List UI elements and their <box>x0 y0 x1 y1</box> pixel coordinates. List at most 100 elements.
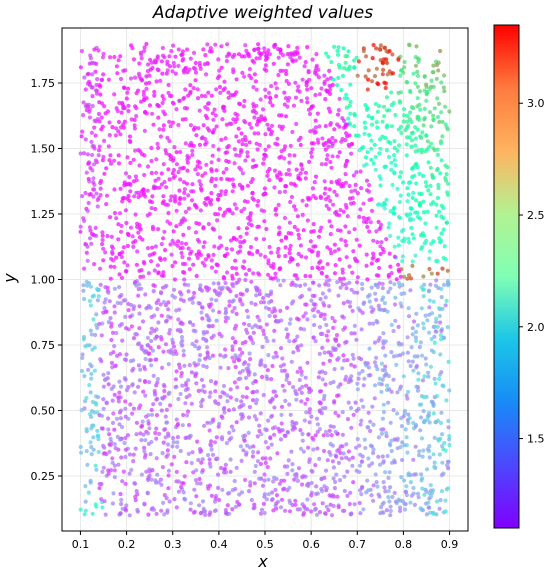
scatter-point <box>141 274 146 279</box>
scatter-point <box>432 460 437 465</box>
scatter-point <box>388 264 393 269</box>
scatter-point <box>278 172 283 177</box>
scatter-point <box>270 490 275 495</box>
scatter-point <box>250 325 255 330</box>
scatter-point <box>300 198 305 203</box>
scatter-point <box>97 148 102 153</box>
scatter-point <box>400 282 405 288</box>
scatter-point <box>234 77 239 82</box>
scatter-point <box>303 311 308 316</box>
scatter-point <box>371 447 376 452</box>
scatter-point <box>248 217 253 223</box>
scatter-point <box>275 46 281 52</box>
scatter-point <box>282 156 287 161</box>
scatter-point <box>146 431 151 436</box>
scatter-point <box>263 460 268 465</box>
scatter-point <box>349 362 354 367</box>
scatter-point <box>404 125 409 130</box>
scatter-point <box>181 270 186 275</box>
scatter-point <box>106 471 111 476</box>
scatter-point <box>143 393 148 398</box>
scatter-point <box>130 368 135 373</box>
scatter-point <box>249 180 254 185</box>
scatter-point <box>431 403 436 408</box>
scatter-point <box>422 282 427 287</box>
scatter-point <box>201 123 206 128</box>
scatter-point <box>101 310 106 315</box>
scatter-point <box>282 433 287 438</box>
scatter-point <box>365 224 370 230</box>
scatter-point <box>98 92 103 97</box>
scatter-point <box>110 501 115 506</box>
scatter-point <box>273 350 278 355</box>
scatter-point <box>369 197 374 202</box>
scatter-point <box>102 138 107 143</box>
scatter-point <box>150 65 155 71</box>
scatter-point <box>270 426 276 431</box>
scatter-point <box>232 161 237 166</box>
scatter-point <box>307 287 312 292</box>
scatter-point <box>397 342 402 347</box>
scatter-point <box>409 345 414 350</box>
scatter-point <box>342 474 347 479</box>
scatter-point <box>310 186 316 191</box>
scatter-point <box>414 384 419 389</box>
scatter-point <box>402 107 407 112</box>
scatter-point <box>441 471 446 476</box>
scatter-point <box>166 210 171 216</box>
scatter-point <box>350 352 355 357</box>
scatter-point <box>104 166 109 171</box>
scatter-point <box>355 191 360 196</box>
scatter-point <box>434 225 439 230</box>
scatter-point <box>320 265 325 270</box>
scatter-point <box>323 382 328 387</box>
scatter-point <box>357 500 362 506</box>
scatter-point <box>79 49 84 54</box>
scatter-point <box>315 446 320 451</box>
scatter-point <box>349 425 354 430</box>
scatter-point <box>437 119 442 125</box>
scatter-point <box>299 343 304 348</box>
scatter-point <box>424 238 429 243</box>
scatter-point <box>106 382 111 387</box>
scatter-point <box>181 412 186 418</box>
scatter-point <box>389 438 394 443</box>
scatter-point <box>213 42 218 47</box>
scatter-point <box>213 496 218 501</box>
scatter-point <box>247 267 252 273</box>
scatter-point <box>391 377 396 382</box>
scatter-point <box>265 122 270 127</box>
scatter-point <box>170 444 175 449</box>
scatter-point <box>116 395 121 400</box>
scatter-point <box>204 72 209 77</box>
scatter-point <box>433 381 438 386</box>
scatter-point <box>111 411 116 416</box>
scatter-point <box>133 498 138 503</box>
scatter-point <box>327 187 332 192</box>
scatter-point <box>223 347 228 352</box>
scatter-point <box>142 110 148 115</box>
scatter-point <box>420 486 425 491</box>
scatter-point <box>118 54 123 59</box>
scatter-point <box>211 308 216 313</box>
scatter-point <box>137 74 142 79</box>
scatter-point <box>113 133 118 138</box>
scatter-point <box>323 468 329 473</box>
scatter-point <box>290 468 295 473</box>
scatter-point <box>413 63 419 68</box>
scatter-point <box>194 133 199 138</box>
scatter-point <box>178 391 183 397</box>
scatter-point <box>385 123 390 128</box>
scatter-point <box>252 481 257 486</box>
scatter-point <box>287 339 292 344</box>
scatter-point <box>112 442 117 447</box>
scatter-point <box>102 306 107 311</box>
scatter-point <box>240 302 245 307</box>
scatter-point <box>204 162 209 167</box>
scatter-point <box>371 483 376 488</box>
scatter-point <box>349 287 354 292</box>
scatter-point <box>173 349 178 354</box>
scatter-point <box>385 383 390 388</box>
scatter-point <box>131 306 136 312</box>
scatter-point <box>317 124 322 129</box>
